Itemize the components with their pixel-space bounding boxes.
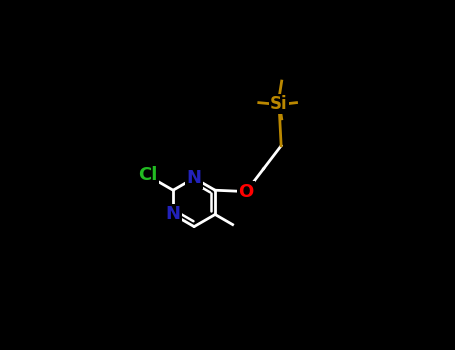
Text: N: N bbox=[187, 169, 202, 187]
Text: Si: Si bbox=[270, 95, 288, 113]
Text: N: N bbox=[166, 205, 181, 224]
Text: O: O bbox=[238, 183, 254, 201]
Text: Cl: Cl bbox=[138, 166, 157, 184]
